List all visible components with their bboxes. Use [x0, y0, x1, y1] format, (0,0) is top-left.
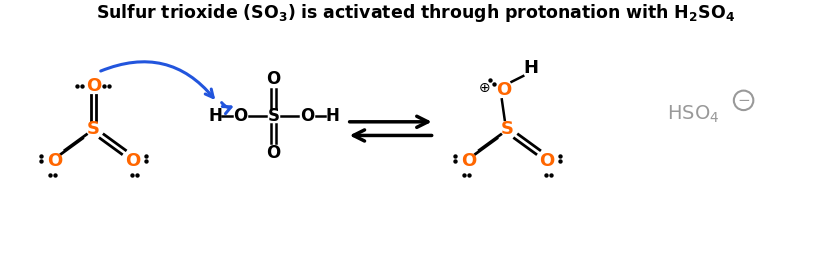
Text: O: O [539, 152, 554, 170]
Text: $\oplus$: $\oplus$ [478, 81, 490, 95]
Text: O: O [300, 107, 314, 125]
Text: S: S [501, 120, 514, 138]
FancyArrowPatch shape [221, 103, 231, 114]
Text: H: H [208, 107, 222, 125]
Text: HSO$_4$: HSO$_4$ [666, 103, 719, 125]
Text: $\mathbf{Sulfur\ trioxide\ (SO_3)\ is\ activated\ through\ protonation\ with\ H_: $\mathbf{Sulfur\ trioxide\ (SO_3)\ is\ a… [97, 2, 735, 25]
Text: O: O [266, 70, 280, 88]
Text: H: H [325, 107, 339, 125]
Text: O: O [496, 81, 512, 99]
Text: O: O [461, 152, 476, 170]
Text: H: H [523, 59, 538, 77]
Text: O: O [86, 77, 101, 95]
Text: O: O [47, 152, 62, 170]
Text: −: − [737, 93, 750, 108]
FancyArrowPatch shape [101, 62, 213, 97]
Text: O: O [125, 152, 140, 170]
Text: O: O [266, 144, 280, 162]
Text: S: S [268, 107, 280, 125]
Text: S: S [87, 120, 100, 138]
Text: O: O [234, 107, 248, 125]
